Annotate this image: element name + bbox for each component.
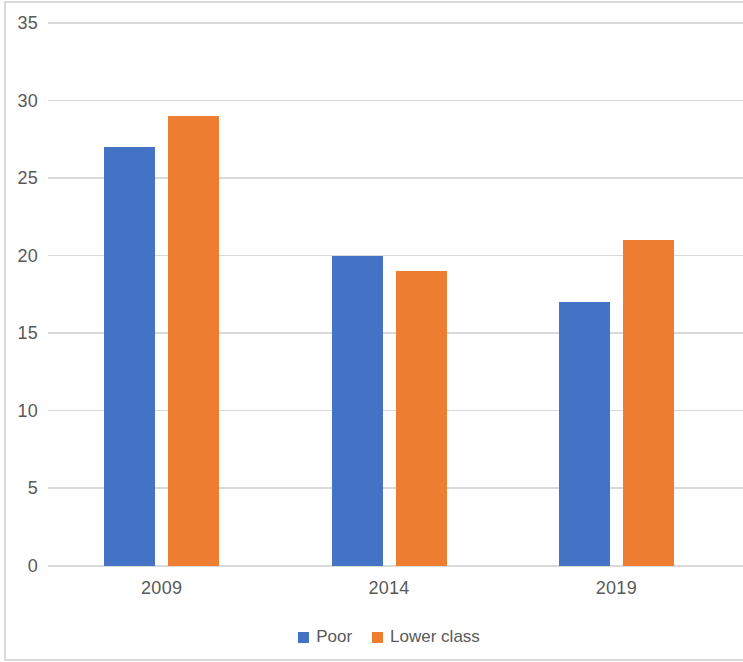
x-category-label-2014: 2014	[319, 577, 459, 599]
bar-poor-2009	[104, 147, 155, 566]
legend-label: Poor	[316, 627, 352, 647]
gridline-30	[48, 100, 743, 102]
legend-swatch-icon	[298, 632, 309, 643]
y-tick-label-5: 5	[0, 477, 38, 499]
bar-lower-class-2009	[168, 116, 219, 566]
y-tick-label-35: 35	[0, 12, 38, 34]
y-tick-label-15: 15	[0, 322, 38, 344]
x-category-label-2009: 2009	[92, 577, 232, 599]
y-tick-label-25: 25	[0, 167, 38, 189]
legend-item-poor: Poor	[298, 627, 352, 647]
bar-poor-2019	[559, 302, 610, 566]
chart-legend: Poor Lower class	[48, 626, 730, 648]
bar-chart: 0 5 10 15 20 25 30 35 2009 2014 2019 Poor Lower cl…	[0, 0, 743, 662]
bar-lower-class-2014	[396, 271, 447, 566]
y-tick-label-0: 0	[0, 555, 38, 577]
legend-swatch-icon	[372, 632, 383, 643]
gridline-35	[48, 22, 743, 24]
y-tick-label-30: 30	[0, 90, 38, 112]
legend-item-lower-class: Lower class	[372, 627, 480, 647]
x-category-label-2019: 2019	[546, 577, 686, 599]
bar-poor-2014	[332, 256, 383, 566]
y-tick-label-10: 10	[0, 400, 38, 422]
bar-lower-class-2019	[623, 240, 674, 566]
y-tick-label-20: 20	[0, 245, 38, 267]
legend-label: Lower class	[390, 627, 480, 647]
